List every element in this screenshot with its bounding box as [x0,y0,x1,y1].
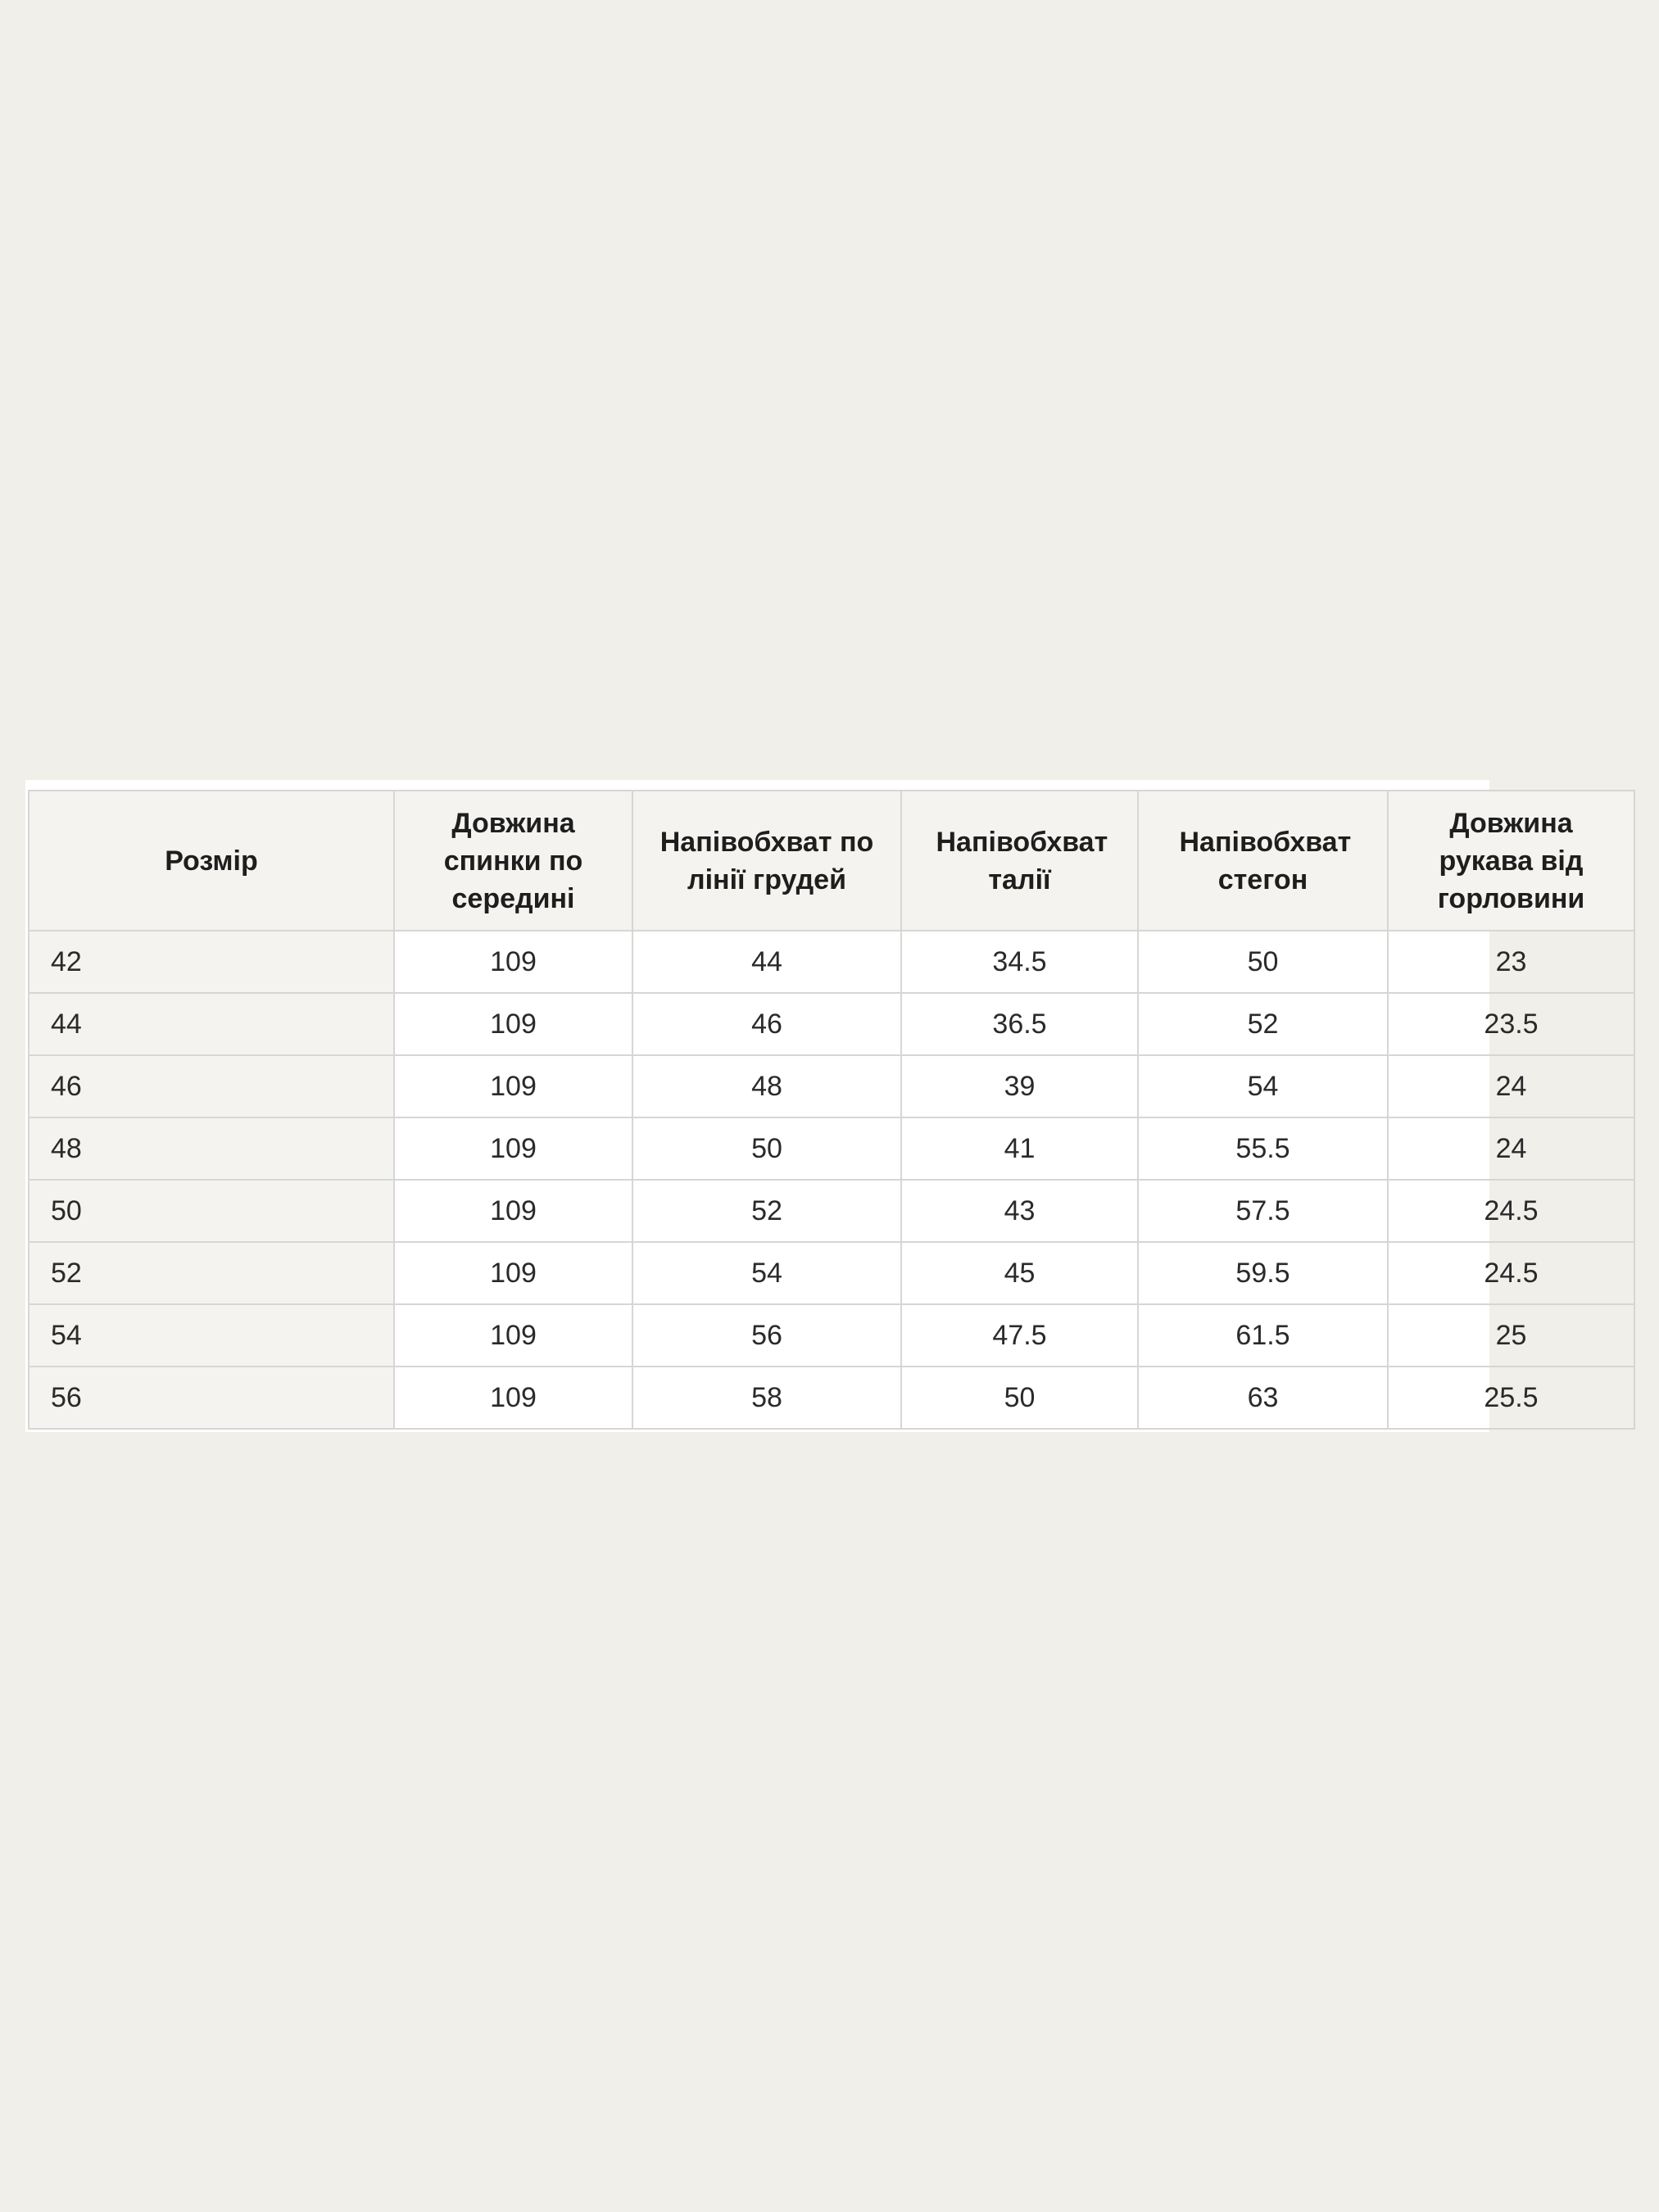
column-header-label: Довжина рукава від горловини [1437,807,1585,914]
column-header: Напівобхват стегон [1137,790,1389,931]
measurement-cell: 24.5 [1387,1241,1635,1305]
measurement-cell: 109 [393,930,633,994]
size-cell: 46 [28,1054,395,1118]
size-cell: 48 [28,1117,395,1181]
column-header: Розмір [28,790,395,931]
measurement-cell: 109 [393,1054,633,1118]
measurement-cell: 63 [1137,1366,1389,1430]
measurement-cell: 109 [393,1366,633,1430]
size-cell: 52 [28,1241,395,1305]
column-header-label: Напівобхват стегон [1179,826,1352,895]
table-row: 44 109 46 36.5 52 23.5 [28,992,1635,1056]
measurement-cell: 46 [632,992,902,1056]
table-row: 46 109 48 39 54 24 [28,1054,1635,1118]
size-cell: 54 [28,1303,395,1367]
measurement-cell: 59.5 [1137,1241,1389,1305]
size-cell: 50 [28,1179,395,1243]
measurement-cell: 39 [900,1054,1139,1118]
column-header-label: Напівобхват талії [936,826,1108,895]
measurement-cell: 34.5 [900,930,1139,994]
size-cell: 56 [28,1366,395,1430]
measurement-cell: 23.5 [1387,992,1635,1056]
measurement-cell: 25.5 [1387,1366,1635,1430]
measurement-cell: 24 [1387,1054,1635,1118]
column-header: Напівобхват по лінії грудей [632,790,902,931]
measurement-cell: 43 [900,1179,1139,1243]
measurement-cell: 52 [1137,992,1389,1056]
measurement-cell: 55.5 [1137,1117,1389,1181]
measurement-cell: 24.5 [1387,1179,1635,1243]
measurement-cell: 41 [900,1117,1139,1181]
measurement-cell: 50 [900,1366,1139,1430]
measurement-cell: 109 [393,1241,633,1305]
column-header: Довжина рукава від горловини [1387,790,1635,931]
measurement-cell: 57.5 [1137,1179,1389,1243]
measurement-cell: 24 [1387,1117,1635,1181]
table-row: 56 109 58 50 63 25.5 [28,1366,1635,1430]
measurement-cell: 54 [632,1241,902,1305]
column-header-label: Розмір [165,845,258,877]
measurement-cell: 56 [632,1303,902,1367]
measurement-cell: 23 [1387,930,1635,994]
table-row: 42 109 44 34.5 50 23 [28,930,1635,994]
header-row: Розмір Довжина спинки по середині Напівобх… [28,790,1635,931]
size-chart-table: Розмір Довжина спинки по середині Напівобх… [28,790,1635,1430]
column-header-label: Довжина спинки по середині [443,807,583,914]
measurement-cell: 48 [632,1054,902,1118]
table-row: 54 109 56 47.5 61.5 25 [28,1303,1635,1367]
measurement-cell: 50 [1137,930,1389,994]
column-header-label: Напівобхват по лінії грудей [660,826,874,895]
measurement-cell: 109 [393,1117,633,1181]
table-row: 48 109 50 41 55.5 24 [28,1117,1635,1181]
measurement-cell: 36.5 [900,992,1139,1056]
measurement-cell: 58 [632,1366,902,1430]
measurement-cell: 44 [632,930,902,994]
size-cell: 42 [28,930,395,994]
measurement-cell: 109 [393,1179,633,1243]
table-row: 50 109 52 43 57.5 24.5 [28,1179,1635,1243]
measurement-cell: 45 [900,1241,1139,1305]
measurement-cell: 47.5 [900,1303,1139,1367]
measurement-cell: 61.5 [1137,1303,1389,1367]
measurement-cell: 50 [632,1117,902,1181]
column-header: Напівобхват талії [900,790,1139,931]
measurement-cell: 109 [393,992,633,1056]
size-cell: 44 [28,992,395,1056]
measurement-cell: 25 [1387,1303,1635,1367]
measurement-cell: 109 [393,1303,633,1367]
column-header: Довжина спинки по середині [393,790,633,931]
measurement-cell: 54 [1137,1054,1389,1118]
table-row: 52 109 54 45 59.5 24.5 [28,1241,1635,1305]
measurement-cell: 52 [632,1179,902,1243]
